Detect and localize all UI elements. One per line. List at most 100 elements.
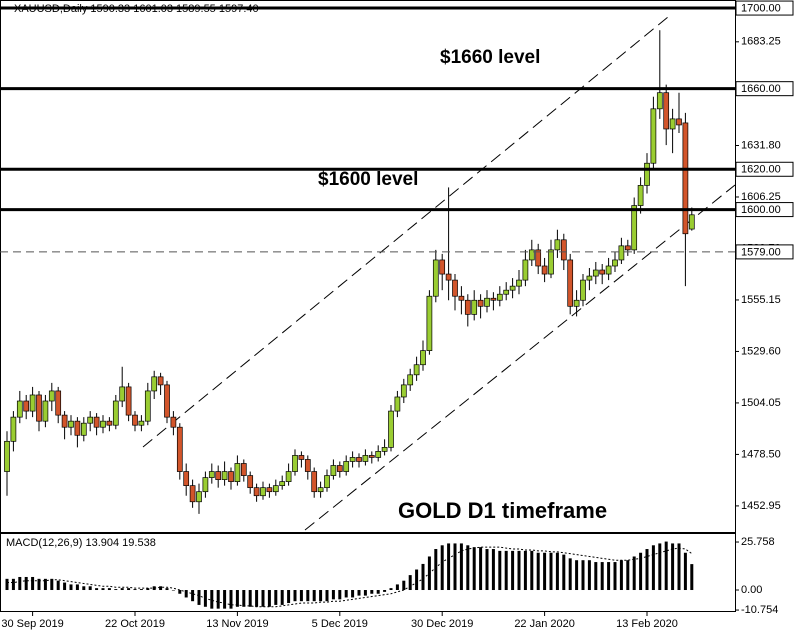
candle-body: [528, 249, 535, 261]
candle-body: [656, 92, 663, 110]
macd-bar: [159, 586, 163, 591]
candle-body: [48, 390, 55, 402]
candle-body: [234, 463, 241, 482]
macd-bar: [95, 588, 99, 591]
candle-body: [599, 269, 606, 275]
macd-bar: [63, 582, 67, 591]
macd-bar: [274, 590, 278, 605]
macd-bar: [383, 590, 387, 592]
macd-bar: [389, 588, 393, 591]
candle-body: [336, 465, 343, 472]
candle-body: [368, 455, 375, 458]
macd-bar: [639, 552, 643, 591]
candle-body: [138, 420, 145, 426]
candle-body: [240, 463, 247, 476]
candle-body: [516, 279, 522, 287]
macd-bar: [210, 590, 214, 609]
annotation: $1600 level: [318, 169, 418, 190]
macd-bar: [626, 560, 630, 591]
candle-body: [496, 293, 503, 301]
macd-bar: [43, 578, 47, 591]
macd-bar: [562, 554, 566, 591]
macd-bar: [165, 588, 169, 591]
annotation: GOLD D1 timeframe: [398, 498, 607, 523]
macd-bar: [344, 590, 348, 598]
macd-bar: [658, 543, 662, 591]
macd-bar: [440, 545, 444, 591]
x-tick-label: 30 Dec 2019: [411, 618, 473, 630]
macd-bar: [651, 545, 655, 591]
candle-body: [266, 487, 273, 493]
macd-bar: [491, 549, 495, 591]
candle-body: [509, 285, 516, 291]
y-tick-label: 1504.05: [741, 397, 781, 409]
macd-bar: [357, 590, 361, 596]
main-frame: [0, 0, 736, 533]
macd-bar: [619, 560, 623, 591]
annotation: $1660 level: [440, 47, 540, 68]
candle-body: [676, 118, 682, 126]
macd-bar: [88, 586, 92, 591]
macd-bar: [600, 562, 604, 591]
candle-body: [464, 299, 471, 315]
macd-bar: [191, 590, 195, 602]
candle-body: [407, 374, 414, 386]
macd-bar: [242, 590, 246, 607]
macd-bar: [587, 560, 591, 591]
candle-body: [452, 279, 458, 297]
macd-bar: [363, 590, 367, 596]
candle-body: [10, 416, 17, 442]
macd-bar: [216, 590, 220, 609]
macd-bar: [523, 550, 527, 591]
macd-bar: [530, 550, 534, 591]
macd-bar: [293, 590, 297, 602]
signal-line: [7, 546, 693, 608]
candle-body: [164, 384, 170, 418]
candle-body: [196, 491, 202, 503]
macd-bar: [107, 588, 111, 591]
candle-body: [253, 487, 260, 497]
candle-body: [151, 376, 158, 392]
macd-bar: [114, 589, 118, 591]
level-label-box: [735, 0, 794, 16]
macd-bar: [120, 588, 124, 591]
macd-bar: [632, 556, 636, 591]
macd-bar: [127, 588, 131, 591]
macd-bar: [69, 584, 73, 591]
macd-bar: [511, 550, 515, 591]
candle-body: [292, 455, 298, 472]
macd-bar: [267, 590, 271, 607]
candle-body: [554, 239, 561, 251]
y-tick-label: 1631.80: [741, 139, 781, 151]
macd-bar: [376, 590, 380, 594]
candle-body: [324, 475, 330, 489]
macd-bar: [338, 590, 342, 600]
candle-body: [624, 245, 631, 251]
candle-body: [80, 422, 87, 436]
candle-body: [272, 485, 279, 493]
level-label-box: [735, 244, 794, 260]
macd-bar: [575, 560, 579, 591]
candle-body: [394, 396, 401, 412]
candle-body: [477, 299, 484, 307]
macd-bar: [485, 549, 489, 591]
candle-body: [349, 457, 356, 462]
candle-body: [189, 485, 196, 503]
macd-bar: [543, 552, 547, 591]
candle-body: [228, 471, 234, 482]
level-label: 1660.00: [741, 83, 781, 95]
macd-bar: [568, 558, 572, 591]
macd-bar: [229, 590, 233, 609]
macd-bar: [677, 543, 681, 591]
candle-body: [247, 475, 254, 489]
macd-bar: [421, 563, 425, 591]
macd-bar: [306, 590, 310, 602]
candle-body: [215, 471, 222, 480]
macd-bar: [31, 576, 35, 591]
candle-body: [4, 440, 10, 472]
candle-body: [413, 364, 420, 376]
x-tick-label: 13 Nov 2019: [206, 618, 268, 630]
macd-frame: [0, 533, 736, 612]
